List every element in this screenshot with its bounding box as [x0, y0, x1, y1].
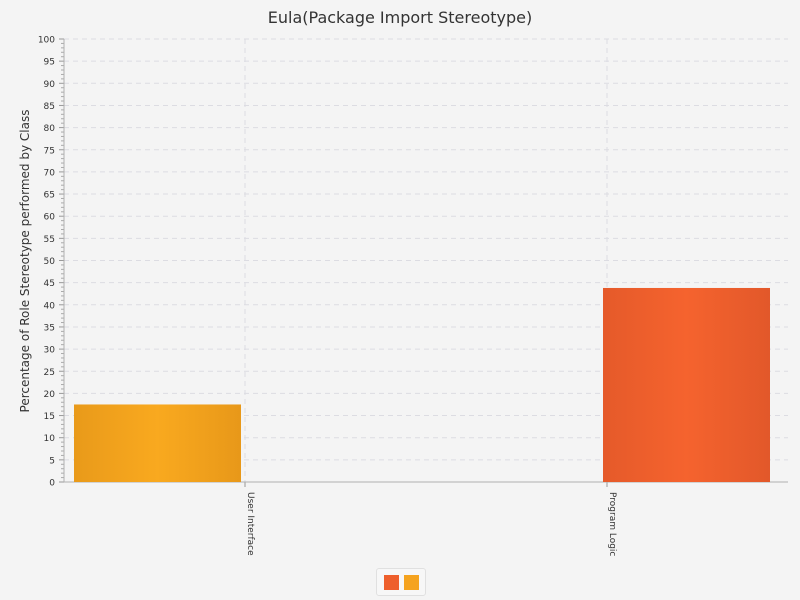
y-tick-label: 45 [44, 279, 55, 289]
y-tick-label: 40 [44, 301, 56, 311]
y-tick-label: 90 [44, 80, 56, 90]
y-tick-label: 100 [38, 36, 55, 46]
y-tick-label: 35 [44, 323, 55, 333]
y-tick-label: 70 [44, 168, 56, 178]
legend[interactable] [376, 568, 426, 596]
y-tick-label: 95 [44, 58, 55, 68]
legend-swatch-program-logic[interactable] [383, 574, 399, 590]
y-tick-label: 65 [44, 191, 55, 201]
bar-user-interface [74, 404, 241, 482]
x-tick-label: Program Logic [607, 492, 617, 556]
bar-program-logic [603, 287, 770, 482]
y-tick-label: 30 [44, 346, 56, 356]
y-tick-label: 25 [44, 368, 55, 378]
y-tick-label: 20 [44, 390, 56, 400]
y-tick-label: 50 [44, 257, 56, 267]
legend-swatch-user-interface[interactable] [403, 574, 419, 590]
y-tick-label: 80 [44, 124, 56, 134]
chart-title: Eula(Package Import Stereotype) [267, 8, 533, 27]
y-tick-label: 0 [49, 479, 55, 489]
y-tick-label: 85 [44, 102, 55, 112]
y-tick-label: 55 [44, 235, 55, 245]
bars [74, 287, 770, 482]
y-tick-label: 60 [44, 213, 56, 223]
y-tick-label: 75 [44, 146, 55, 156]
y-tick-label: 5 [49, 456, 55, 466]
x-tick-label: User Interface [245, 492, 255, 556]
y-tick-label: 10 [44, 434, 56, 444]
tick-labels: 0 5 10 15 20 25 30 35 40 45 50 55 60 65 70 75 80 85 90 95 10… [38, 36, 617, 557]
y-tick-label: 15 [44, 412, 55, 422]
